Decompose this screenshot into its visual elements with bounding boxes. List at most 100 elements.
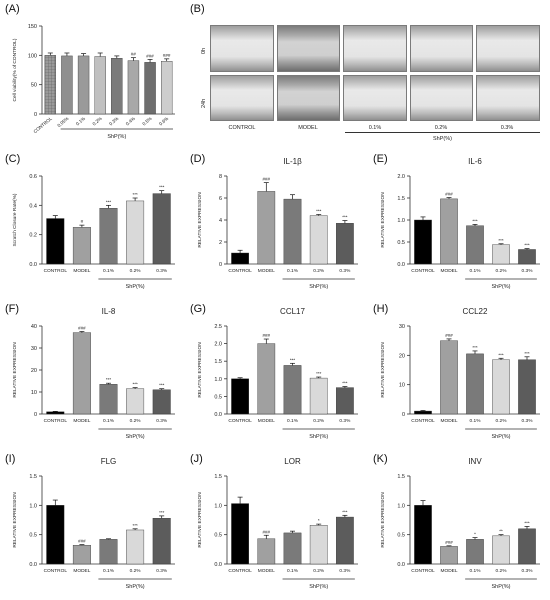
- row-label-24h: 24h: [201, 98, 207, 108]
- bar: [336, 223, 354, 265]
- y-tick-label: 0: [402, 412, 405, 418]
- chart-svg: INV 0.0 0.5 1.0 1.5 RELATIVE EXPRESSION CONTRO…: [380, 457, 540, 590]
- x-tick-label: 0.3%: [522, 568, 534, 574]
- bar: [257, 343, 276, 415]
- significance-label: ***: [524, 243, 530, 248]
- group-label: ShP(%): [492, 584, 511, 590]
- significance-label: ###: [263, 177, 271, 182]
- bar: [440, 340, 458, 415]
- y-tick-label: 1.5: [29, 474, 37, 480]
- significance-label: ***: [316, 209, 322, 214]
- y-tick-label: 0.0: [214, 412, 222, 418]
- x-tick-label: 0.3%: [339, 268, 351, 274]
- x-tick-label: 0.2%: [313, 568, 325, 574]
- x-tick-label: MODEL: [258, 568, 275, 574]
- chart-svg: IL-6 0.0 0.5 1.0 1.5 2.0 RELATIVE EXPRESSION CO…: [380, 157, 540, 290]
- bar: [72, 332, 91, 415]
- panel-letter: (I): [5, 453, 16, 465]
- micrograph-shp03-24h: [476, 74, 540, 121]
- y-tick-label: 1.5: [397, 474, 405, 480]
- significance-label: ***: [132, 192, 138, 197]
- chart-title: IL-1β: [283, 157, 302, 166]
- y-tick-label: 10: [31, 390, 37, 396]
- significance-label: ###: [163, 53, 171, 58]
- chart-title: CCL17: [280, 307, 305, 316]
- chart-svg: CCL17 0.0 0.5 1.0 1.5 2.0 2.5 RELATIVE EXPRESSI…: [197, 307, 358, 440]
- panel-g: (G) CCL17 0.0 0.5 1.0 1.5 2.0 2.5 RELATIVE EXPRE…: [185, 300, 368, 450]
- bar: [231, 252, 249, 265]
- y-axis-label: RELATIVE EXPRESSION: [380, 342, 386, 398]
- panel-a: (A) 0 50 100 150 Cell viability(% of CONTROL)…: [0, 0, 185, 150]
- y-axis-label: RELATIVE EXPRESSION: [12, 492, 18, 548]
- chart-title: FLG: [101, 457, 117, 466]
- bar: [283, 198, 302, 265]
- y-tick-label: 1.0: [397, 503, 405, 509]
- bar: [518, 528, 536, 565]
- bar: [77, 55, 90, 115]
- x-tick-label: 0.1%: [103, 418, 115, 424]
- micrograph-model-24h: [276, 74, 341, 121]
- bar: [309, 377, 328, 415]
- chart-svg: FLG 0.0 0.5 1.0 1.5 RELATIVE EXPRESSION CONTRO…: [12, 457, 175, 590]
- panel-letter: (C): [5, 153, 21, 165]
- significance-label: ##: [131, 52, 137, 57]
- significance-label: ***: [498, 352, 504, 357]
- bar: [152, 518, 171, 565]
- bar: [440, 198, 458, 265]
- panel-letter: (G): [190, 303, 206, 315]
- y-tick-label: 0: [219, 262, 222, 268]
- row-label-0h: 0h: [201, 47, 207, 54]
- x-tick-label: MODEL: [440, 418, 457, 424]
- bar: [466, 353, 484, 415]
- bar: [492, 244, 510, 265]
- significance-label: ***: [132, 382, 138, 387]
- y-tick-label: 1.0: [397, 218, 405, 224]
- bar: [231, 378, 249, 415]
- significance-label: ***: [106, 377, 112, 382]
- x-tick-label: 0.1%: [287, 268, 299, 274]
- micrograph-shp01-0h: [343, 25, 407, 72]
- x-tick-label: CONTROL: [228, 568, 252, 574]
- x-tick-label: 0.1%: [103, 268, 115, 274]
- significance-label: ###: [78, 539, 86, 544]
- group-bracket: [345, 132, 540, 133]
- y-axis-label: RELATIVE EXPRESSION: [197, 192, 203, 248]
- bar: [518, 359, 536, 415]
- x-tick-label: 0.2%: [130, 268, 142, 274]
- x-tick-label: 0.3%: [522, 268, 534, 274]
- x-tick-label: 0.2%: [130, 568, 142, 574]
- x-tick-label: 0.1%: [75, 116, 86, 127]
- bar: [72, 545, 91, 565]
- bar: [283, 532, 302, 565]
- y-tick-label: 0.5: [397, 240, 405, 246]
- y-tick-label: 0.0: [29, 262, 37, 268]
- micrograph-model-0h: [276, 25, 341, 72]
- chart-svg: IL-8 0 10 20 30 40 RELATIVE EXPRESSION CONTROL #…: [12, 307, 175, 440]
- y-tick-label: 0.2: [29, 233, 37, 239]
- x-tick-label: 0.3%: [522, 418, 534, 424]
- group-label: ShP(%): [126, 584, 145, 590]
- x-tick-label: MODEL: [258, 418, 275, 424]
- bar: [414, 219, 432, 265]
- x-tick-label: 0.3%: [339, 418, 351, 424]
- panel-h: (H) CCL22 0 10 20 30 RELATIVE EXPRESSION CONTRO…: [368, 300, 550, 450]
- y-tick-label: 30: [31, 346, 37, 352]
- significance-label: ###: [146, 53, 154, 58]
- significance-label: #: [81, 219, 84, 224]
- significance-label: *: [474, 532, 476, 537]
- bar: [492, 359, 510, 415]
- significance-label: ***: [472, 345, 478, 350]
- bar: [309, 525, 328, 565]
- x-tick-label: 0.1%: [287, 568, 299, 574]
- significance-label: ***: [290, 357, 296, 362]
- x-tick-label: 0.05%: [56, 116, 69, 128]
- y-tick-label: 100: [28, 53, 37, 59]
- panel-f: (F) IL-8 0 10 20 30 40 RELATIVE EXPRESSION CONTR…: [0, 300, 185, 450]
- y-tick-label: 0: [34, 112, 37, 118]
- panel-i: (I) FLG 0.0 0.5 1.0 1.5 RELATIVE EXPRESSION CON…: [0, 450, 185, 600]
- significance-label: ***: [342, 381, 348, 386]
- panel-c: (C) 0.0 0.2 0.4 0.6 Scratch Closure Rate(%) CO…: [0, 150, 185, 300]
- y-tick-label: 0.0: [214, 562, 222, 568]
- y-tick-label: 0.0: [397, 562, 405, 568]
- panel-letter: (K): [373, 453, 388, 465]
